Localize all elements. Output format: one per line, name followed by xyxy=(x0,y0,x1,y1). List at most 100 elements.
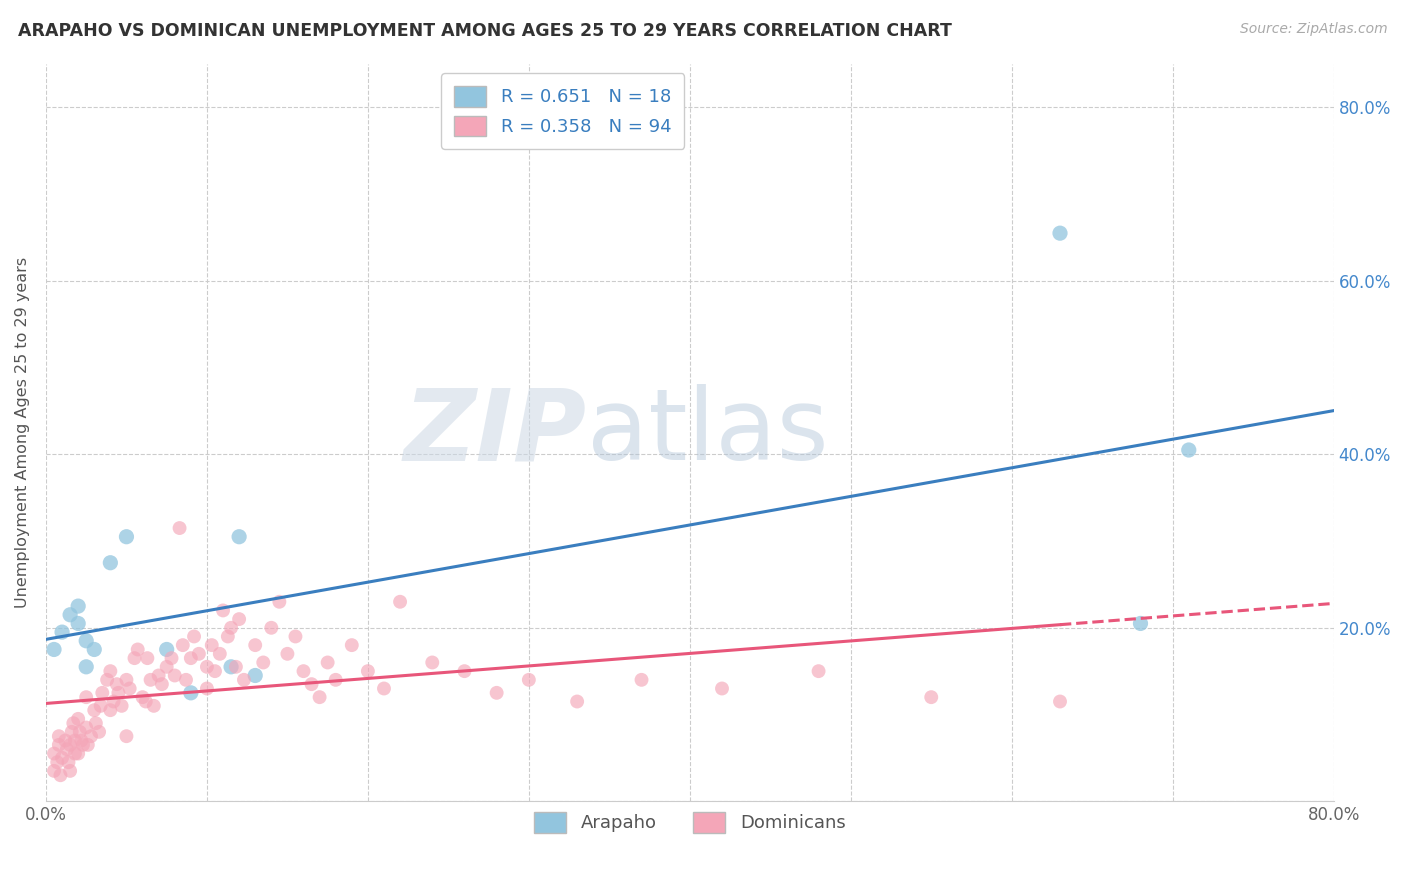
Point xyxy=(63,733,86,747)
Point xyxy=(103,694,125,708)
Point xyxy=(1049,226,1071,240)
Point xyxy=(485,686,508,700)
Point xyxy=(84,716,107,731)
Point xyxy=(139,673,162,687)
Point xyxy=(284,630,307,644)
Text: ZIP: ZIP xyxy=(404,384,586,481)
Point xyxy=(75,721,97,735)
Point xyxy=(67,599,90,613)
Point xyxy=(150,677,173,691)
Point xyxy=(195,681,218,696)
Point xyxy=(1178,442,1201,457)
Legend: Arapaho, Dominicans: Arapaho, Dominicans xyxy=(527,805,853,840)
Point xyxy=(135,694,157,708)
Point xyxy=(453,664,475,678)
Point xyxy=(59,607,82,622)
Point xyxy=(245,668,267,682)
Point xyxy=(1129,616,1152,631)
Point xyxy=(127,642,149,657)
Point xyxy=(118,681,141,696)
Point xyxy=(148,668,170,682)
Point xyxy=(308,690,330,705)
Point xyxy=(42,747,65,761)
Text: Source: ZipAtlas.com: Source: ZipAtlas.com xyxy=(1240,22,1388,37)
Point xyxy=(325,673,347,687)
Point xyxy=(87,724,110,739)
Point xyxy=(340,638,363,652)
Point xyxy=(373,681,395,696)
Point xyxy=(115,673,138,687)
Point xyxy=(67,712,90,726)
Point xyxy=(75,690,97,705)
Point xyxy=(70,733,93,747)
Point xyxy=(83,703,105,717)
Point xyxy=(98,664,121,678)
Point xyxy=(204,664,226,678)
Point xyxy=(212,603,235,617)
Point xyxy=(180,686,202,700)
Point xyxy=(316,656,339,670)
Point xyxy=(42,642,65,657)
Point xyxy=(115,530,138,544)
Point xyxy=(260,621,283,635)
Point xyxy=(124,651,146,665)
Point xyxy=(83,642,105,657)
Point xyxy=(233,673,256,687)
Point xyxy=(1049,694,1071,708)
Point xyxy=(136,651,159,665)
Text: atlas: atlas xyxy=(586,384,828,481)
Point xyxy=(276,647,298,661)
Point xyxy=(58,756,80,770)
Point xyxy=(807,664,830,678)
Point xyxy=(219,621,242,635)
Point xyxy=(131,690,153,705)
Point xyxy=(98,703,121,717)
Point xyxy=(389,595,412,609)
Point xyxy=(219,660,242,674)
Point xyxy=(107,686,129,700)
Point xyxy=(80,729,103,743)
Point xyxy=(46,756,69,770)
Point xyxy=(245,638,267,652)
Point xyxy=(208,647,231,661)
Point xyxy=(156,642,179,657)
Point xyxy=(201,638,224,652)
Point xyxy=(160,651,183,665)
Point xyxy=(183,630,205,644)
Point xyxy=(711,681,734,696)
Point xyxy=(142,698,165,713)
Point xyxy=(67,616,90,631)
Point xyxy=(269,595,291,609)
Y-axis label: Unemployment Among Ages 25 to 29 years: Unemployment Among Ages 25 to 29 years xyxy=(15,257,30,608)
Point xyxy=(60,724,83,739)
Point xyxy=(172,638,194,652)
Point xyxy=(59,764,82,778)
Point xyxy=(98,556,121,570)
Point xyxy=(187,647,209,661)
Point xyxy=(180,651,202,665)
Point xyxy=(225,660,247,674)
Point xyxy=(56,742,79,756)
Point xyxy=(62,716,84,731)
Text: ARAPAHO VS DOMINICAN UNEMPLOYMENT AMONG AGES 25 TO 29 YEARS CORRELATION CHART: ARAPAHO VS DOMINICAN UNEMPLOYMENT AMONG … xyxy=(18,22,952,40)
Point xyxy=(76,738,98,752)
Point xyxy=(51,625,73,640)
Point xyxy=(228,612,250,626)
Point xyxy=(42,764,65,778)
Point xyxy=(51,751,73,765)
Point xyxy=(75,633,97,648)
Point xyxy=(163,668,186,682)
Point xyxy=(115,729,138,743)
Point xyxy=(53,733,76,747)
Point xyxy=(67,747,90,761)
Point xyxy=(195,660,218,674)
Point xyxy=(48,738,70,752)
Point xyxy=(105,677,128,691)
Point xyxy=(69,724,91,739)
Point xyxy=(420,656,443,670)
Point xyxy=(920,690,942,705)
Point xyxy=(357,664,380,678)
Point xyxy=(75,660,97,674)
Point xyxy=(111,698,134,713)
Point xyxy=(252,656,274,670)
